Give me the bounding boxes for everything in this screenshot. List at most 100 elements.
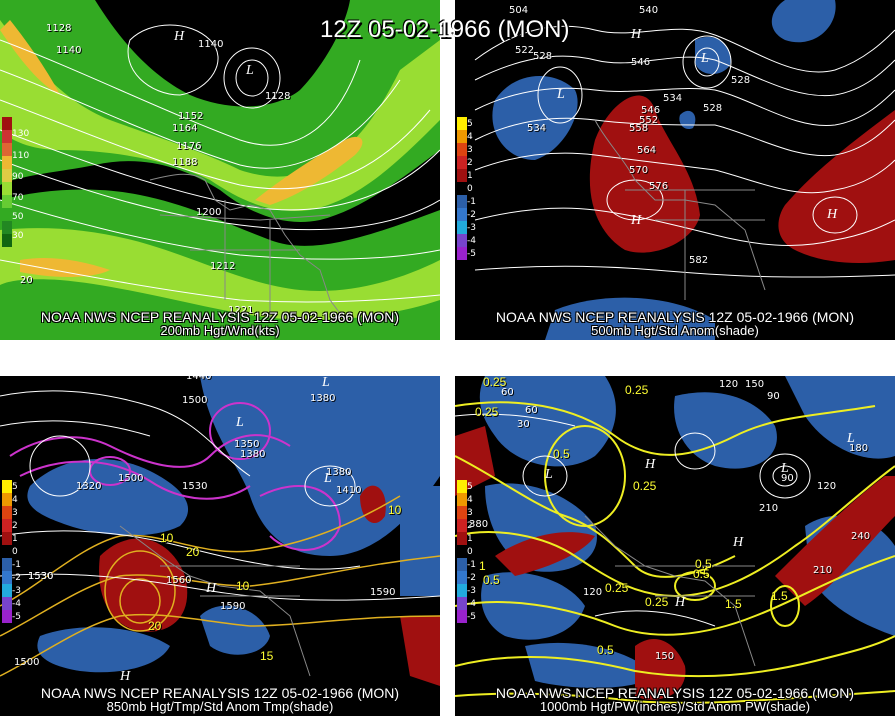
caption-line2: 850mb Hgt/Tmp/Std Anom Tmp(shade) [106, 699, 334, 714]
contour-label: 546 [641, 105, 661, 116]
contour-label: 1380 [310, 393, 336, 404]
contour-label: 120 [583, 587, 603, 598]
low-marker: L [322, 376, 330, 390]
contour-label: 1500 [118, 473, 144, 484]
contour-label: 1500 [14, 657, 40, 668]
contour-label: 120 [719, 379, 739, 390]
contour-label: 180 [849, 443, 869, 454]
scale-label: 4 [467, 132, 473, 142]
caption-line1: NOAA NWS NCEP REANALYSIS 12Z 05-02-1966 … [40, 309, 400, 325]
contour-label: 120 [817, 481, 837, 492]
contour-label: 504 [509, 5, 529, 16]
contour-label: 1221 [228, 305, 254, 316]
contour-label: 1590 [370, 587, 396, 598]
scale-label: 2 [467, 521, 473, 531]
contour-label: 1152 [178, 111, 204, 122]
contour-label: 1140 [198, 39, 224, 50]
scale-label: 3 [467, 145, 473, 155]
caption-line1: NOAA NWS NCEP REANALYSIS 12Z 05-02-1966 … [40, 685, 400, 701]
contour-label: 576 [649, 181, 669, 192]
contour-label: 380 [469, 519, 489, 530]
scale-label: -1 [467, 560, 476, 570]
contour-label: 528 [731, 75, 751, 86]
contour-label: 558 [629, 123, 649, 134]
low-marker: L [236, 415, 244, 430]
anomaly-colorbar [457, 480, 467, 623]
scale-label: -5 [467, 249, 476, 259]
contour-label: 0.5 [483, 573, 500, 587]
contour-label: 534 [527, 123, 547, 134]
contour-label: 1320 [76, 481, 102, 492]
contour-label: 570 [629, 165, 649, 176]
contour-label: 10 [160, 531, 174, 545]
contour-label: 1500 [182, 395, 208, 406]
high-marker: H [631, 213, 642, 228]
panel-500mb-map [455, 0, 895, 340]
scale-label: -2 [12, 573, 21, 583]
contour-label: 1 [479, 559, 486, 573]
contour-label: 1128 [265, 91, 291, 102]
caption-line2: 500mb Hgt/Std Anom(shade) [591, 323, 759, 338]
contour-label: 1212 [210, 261, 236, 272]
scale-label: 5 [467, 119, 473, 129]
scale-label: 70 [12, 193, 24, 203]
high-marker: H [827, 207, 838, 222]
caption-line1: NOAA NWS NCEP REANALYSIS 12Z 05-02-1966 … [495, 685, 855, 701]
contour-label: 150 [655, 651, 675, 662]
scale-label: -3 [467, 586, 476, 596]
contour-label: 534 [663, 93, 683, 104]
contour-label: 210 [759, 503, 779, 514]
contour-label: 1188 [172, 157, 198, 168]
contour-label: 0.25 [475, 405, 499, 419]
panel-850mb: 5 4 3 2 1 0 -1 -2 -3 -4 -5 1440 1500 138… [0, 376, 440, 716]
contour-label: 0.5 [553, 447, 570, 461]
panel-850mb-map [0, 376, 440, 716]
contour-label: 1530 [28, 571, 54, 582]
scale-label: -2 [467, 210, 476, 220]
high-marker: H [120, 669, 131, 684]
contour-label: 1.5 [771, 589, 788, 603]
contour-label: 20 [186, 545, 200, 559]
scale-label: 90 [12, 172, 24, 182]
scale-label: 2 [12, 521, 18, 531]
contour-label: 540 [639, 5, 659, 16]
main-title: 12Z 05-02-1966 (MON) [320, 16, 570, 43]
scale-label: 1 [467, 171, 473, 181]
contour-label: 1164 [172, 123, 198, 134]
scale-label: -5 [12, 612, 21, 622]
scale-label: -4 [12, 599, 21, 609]
scale-label: -3 [467, 223, 476, 233]
contour-label: 1350 [234, 439, 260, 450]
panel-200mb-map [0, 0, 440, 340]
contour-label: 528 [533, 51, 553, 62]
low-marker: L [701, 51, 709, 66]
scale-label: -2 [467, 573, 476, 583]
scale-label: 0 [12, 547, 18, 557]
contour-label: 1.5 [725, 597, 742, 611]
scale-label: 30 [12, 231, 24, 241]
contour-label: 1200 [196, 207, 222, 218]
scale-label: -1 [12, 560, 21, 570]
contour-label: 0.25 [633, 479, 657, 493]
contour-label: 10 [388, 503, 402, 517]
contour-label: 15 [260, 649, 274, 663]
low-marker: L [246, 63, 254, 78]
wind-colorbar [2, 117, 12, 247]
contour-label: 0.25 [483, 376, 507, 389]
contour-label: 0.25 [645, 595, 669, 609]
scale-label: 110 [12, 151, 30, 161]
contour-label: 1176 [176, 141, 202, 152]
contour-label: 60 [525, 405, 538, 416]
contour-label: 528 [703, 103, 723, 114]
contour-label: 564 [637, 145, 657, 156]
scale-label: 50 [12, 212, 24, 222]
contour-label: 0.5 [695, 557, 712, 571]
scale-label: -5 [467, 612, 476, 622]
scale-label: 0 [467, 184, 473, 194]
contour-label: 1380 [326, 467, 352, 478]
panel-200mb: 130 110 90 70 50 30 1128 1140 1140 1152 … [0, 0, 440, 340]
low-marker: L [781, 461, 789, 476]
contour-label: 522 [515, 45, 535, 56]
contour-label: 90 [767, 391, 780, 402]
scale-label: 130 [12, 129, 30, 139]
